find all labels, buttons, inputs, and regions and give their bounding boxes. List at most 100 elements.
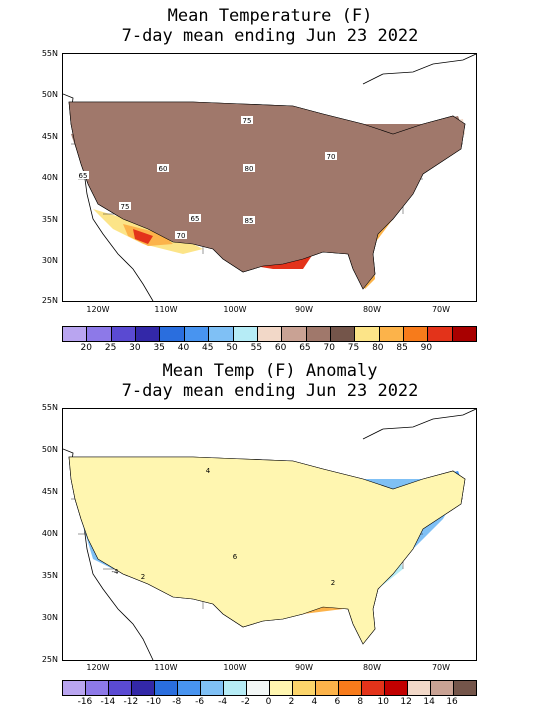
legend-label: 80 [372,343,384,353]
legend-label: -6 [195,697,205,707]
legend-label: 4 [311,697,318,707]
map2-lat-label: 40N [41,529,58,538]
legend-swatch [408,681,431,695]
legend-swatch [178,681,201,695]
legend-swatch [330,327,356,341]
map2-lon-label: 120W [86,663,110,672]
map2-contour-label: 6 [233,553,238,561]
map1-contour-label: 80 [245,165,254,173]
map1-lon-label: 70W [431,305,451,314]
legend-swatch [355,327,380,341]
map1-lon-label: 90W [294,305,314,314]
legend-label: -16 [77,697,93,707]
map1-contour-label: 75 [243,117,252,125]
legend-label: 40 [177,343,190,353]
map1-color-legend [62,326,477,342]
map1-lat-label: 35N [41,215,58,224]
legend-label: 55 [250,343,263,353]
map2-lon-label: 90W [294,663,314,672]
map1-plot-area: 75 60 80 65 75 70 85 70 65 [62,53,477,302]
legend-swatch [385,681,408,695]
legend-swatch [404,327,429,341]
legend-swatch [132,681,155,695]
map2-contour-label: 2 [331,579,335,587]
legend-swatch [111,327,137,341]
legend-label: -8 [172,697,182,707]
legend-label: 60 [274,343,287,353]
legend-label: 10 [377,697,389,707]
legend-label: 25 [104,343,117,353]
map1-temperature-map: 75 60 80 65 75 70 85 70 65 [63,54,476,301]
map2-lat-label: 30N [41,613,58,622]
legend-swatch [431,681,454,695]
map1-lat-label: 45N [41,132,58,141]
legend-swatch [282,327,307,341]
map2-lat-label: 55N [41,403,58,412]
legend-swatch [339,681,362,695]
legend-swatch [155,681,178,695]
map1-contour-label: 70 [177,232,186,240]
map2-lon-label: 100W [223,663,247,672]
legend-swatch [87,327,112,341]
map2-title-line2: 7-day mean ending Jun 23 2022 [121,381,419,401]
map1-title-line2: 7-day mean ending Jun 23 2022 [121,26,419,46]
legend-label: 45 [202,343,214,353]
map1-title-line1: Mean Temperature (F) [167,6,373,26]
legend-label: -12 [123,697,139,707]
map2-lat-label: 25N [41,655,58,664]
map2-lon-label: 80W [362,663,382,672]
legend-swatch [184,327,210,341]
legend-label: -2 [241,697,251,707]
map2-lon-label: 110W [154,663,178,672]
map1-contour-label: 75 [121,203,130,211]
legend-swatch [201,681,224,695]
map2-lat-label: 45N [41,487,58,496]
legend-label: 90 [420,343,433,353]
map2-contour-label: 2 [141,573,145,581]
legend-label: 16 [446,697,458,707]
map2-contour-label: -4 [112,568,120,576]
legend-label: 0 [265,697,272,707]
map2-lat-label: 35N [41,571,58,580]
legend-swatch [316,681,339,695]
legend-label: 2 [288,697,295,707]
legend-swatch [270,681,293,695]
legend-swatch [209,327,234,341]
legend-swatch [233,327,258,341]
legend-label: 85 [396,343,408,353]
map1-contour-label: 65 [191,215,200,223]
map2-title-line1: Mean Temp (F) Anomaly [162,361,378,381]
legend-swatch [379,327,405,341]
legend-swatch [257,327,283,341]
legend-label: -10 [146,697,162,707]
map1-contour-label: 65 [79,172,88,180]
legend-label: 30 [129,343,141,353]
legend-swatch [63,327,88,341]
legend-swatch [160,327,185,341]
map2-anomaly-map: 4 6 -4 2 2 [63,409,476,660]
map1-contour-label: 85 [245,217,254,225]
legend-label: 75 [347,343,360,353]
map2-lon-label: 70W [431,663,451,672]
legend-swatch [362,681,385,695]
map1-lat-label: 40N [41,173,58,182]
legend-swatch [109,681,132,695]
map1-lon-label: 120W [86,305,110,314]
legend-swatch [86,681,109,695]
map1-lat-label: 50N [41,90,58,99]
map1-contour-label: 60 [159,165,168,173]
map2-plot-area: 4 6 -4 2 2 [62,408,477,661]
map1-lon-label: 100W [223,305,247,314]
legend-label: 70 [323,343,335,353]
legend-label: 12 [400,697,412,707]
legend-label: 8 [357,697,364,707]
map1-contour-label: 70 [327,153,336,161]
legend-label: 35 [153,343,165,353]
legend-swatch [452,327,477,341]
legend-swatch [293,681,316,695]
map1-lat-label: 55N [41,49,58,58]
legend-label: 14 [423,697,435,707]
legend-label: 50 [226,343,238,353]
map1-lat-label: 30N [41,256,58,265]
map1-lon-label: 110W [154,305,178,314]
